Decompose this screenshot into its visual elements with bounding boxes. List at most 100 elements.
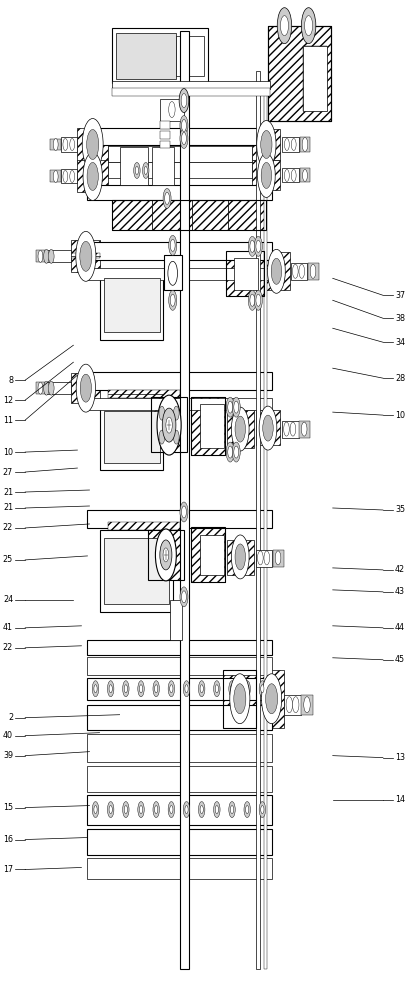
Circle shape: [256, 294, 261, 306]
Circle shape: [198, 802, 205, 818]
Bar: [192, 200, 228, 230]
Text: 22: 22: [3, 523, 13, 532]
Text: 15: 15: [3, 803, 13, 812]
Circle shape: [53, 139, 58, 150]
Circle shape: [107, 802, 114, 818]
Circle shape: [293, 697, 299, 713]
Text: 28: 28: [395, 374, 405, 383]
Circle shape: [229, 802, 235, 818]
Circle shape: [293, 264, 298, 278]
Circle shape: [180, 502, 188, 522]
Circle shape: [231, 806, 234, 814]
Bar: [160, 99, 184, 121]
Circle shape: [173, 430, 179, 444]
Bar: [226, 251, 264, 296]
Circle shape: [181, 94, 187, 108]
Bar: [108, 146, 252, 162]
Circle shape: [169, 102, 175, 118]
Circle shape: [183, 681, 190, 697]
Bar: [87, 795, 273, 825]
Circle shape: [234, 684, 246, 714]
Text: 17: 17: [3, 865, 13, 874]
Text: 43: 43: [395, 587, 405, 596]
Circle shape: [179, 89, 189, 113]
Bar: [228, 200, 266, 230]
Circle shape: [138, 681, 144, 697]
Circle shape: [284, 169, 289, 181]
Bar: [100, 270, 163, 340]
Circle shape: [299, 264, 305, 278]
Bar: [120, 147, 148, 185]
Bar: [290, 263, 307, 280]
Circle shape: [160, 540, 172, 570]
Bar: [87, 858, 273, 879]
Circle shape: [180, 129, 188, 148]
Circle shape: [182, 591, 186, 603]
Bar: [148, 530, 184, 580]
Bar: [268, 26, 331, 121]
Circle shape: [200, 806, 203, 814]
Circle shape: [163, 188, 171, 208]
Circle shape: [173, 406, 179, 420]
Circle shape: [63, 170, 68, 182]
Circle shape: [155, 529, 176, 581]
Circle shape: [70, 170, 75, 182]
Bar: [282, 421, 299, 438]
Circle shape: [80, 241, 92, 271]
Circle shape: [168, 261, 177, 285]
Bar: [308, 263, 319, 280]
Circle shape: [228, 401, 233, 413]
Circle shape: [92, 802, 99, 818]
Circle shape: [214, 802, 220, 818]
Circle shape: [229, 681, 235, 697]
Bar: [112, 200, 152, 230]
Circle shape: [284, 139, 289, 150]
Circle shape: [44, 381, 49, 395]
Circle shape: [44, 249, 49, 263]
Bar: [51, 170, 61, 182]
Text: 10: 10: [3, 448, 13, 457]
Circle shape: [290, 422, 296, 436]
Circle shape: [123, 802, 129, 818]
Circle shape: [262, 674, 282, 724]
Bar: [303, 46, 327, 111]
Circle shape: [248, 290, 256, 310]
Bar: [51, 139, 61, 150]
Bar: [191, 527, 225, 582]
Bar: [87, 510, 273, 528]
Circle shape: [76, 231, 96, 281]
Circle shape: [226, 397, 234, 417]
Bar: [87, 242, 273, 260]
Bar: [108, 162, 252, 178]
Text: 24: 24: [3, 595, 13, 604]
Bar: [61, 169, 78, 183]
Circle shape: [231, 685, 234, 693]
Bar: [45, 250, 71, 262]
Bar: [268, 26, 331, 121]
Circle shape: [94, 806, 97, 814]
Bar: [100, 405, 163, 470]
Circle shape: [80, 374, 91, 402]
Circle shape: [254, 236, 262, 256]
Circle shape: [155, 806, 158, 814]
Circle shape: [163, 548, 169, 562]
Circle shape: [231, 407, 249, 451]
Circle shape: [259, 802, 266, 818]
Circle shape: [259, 406, 277, 450]
Bar: [151, 397, 187, 452]
Circle shape: [182, 133, 186, 144]
Circle shape: [291, 139, 296, 150]
Text: 38: 38: [395, 314, 405, 323]
Text: 8: 8: [8, 376, 13, 385]
Circle shape: [200, 685, 203, 693]
Bar: [264, 91, 267, 969]
Circle shape: [107, 681, 114, 697]
Bar: [191, 397, 225, 455]
Circle shape: [234, 401, 239, 413]
Text: 21: 21: [3, 503, 13, 512]
Bar: [201, 406, 223, 446]
Circle shape: [142, 162, 149, 178]
Circle shape: [53, 170, 58, 182]
Circle shape: [166, 417, 172, 433]
Circle shape: [169, 235, 177, 255]
